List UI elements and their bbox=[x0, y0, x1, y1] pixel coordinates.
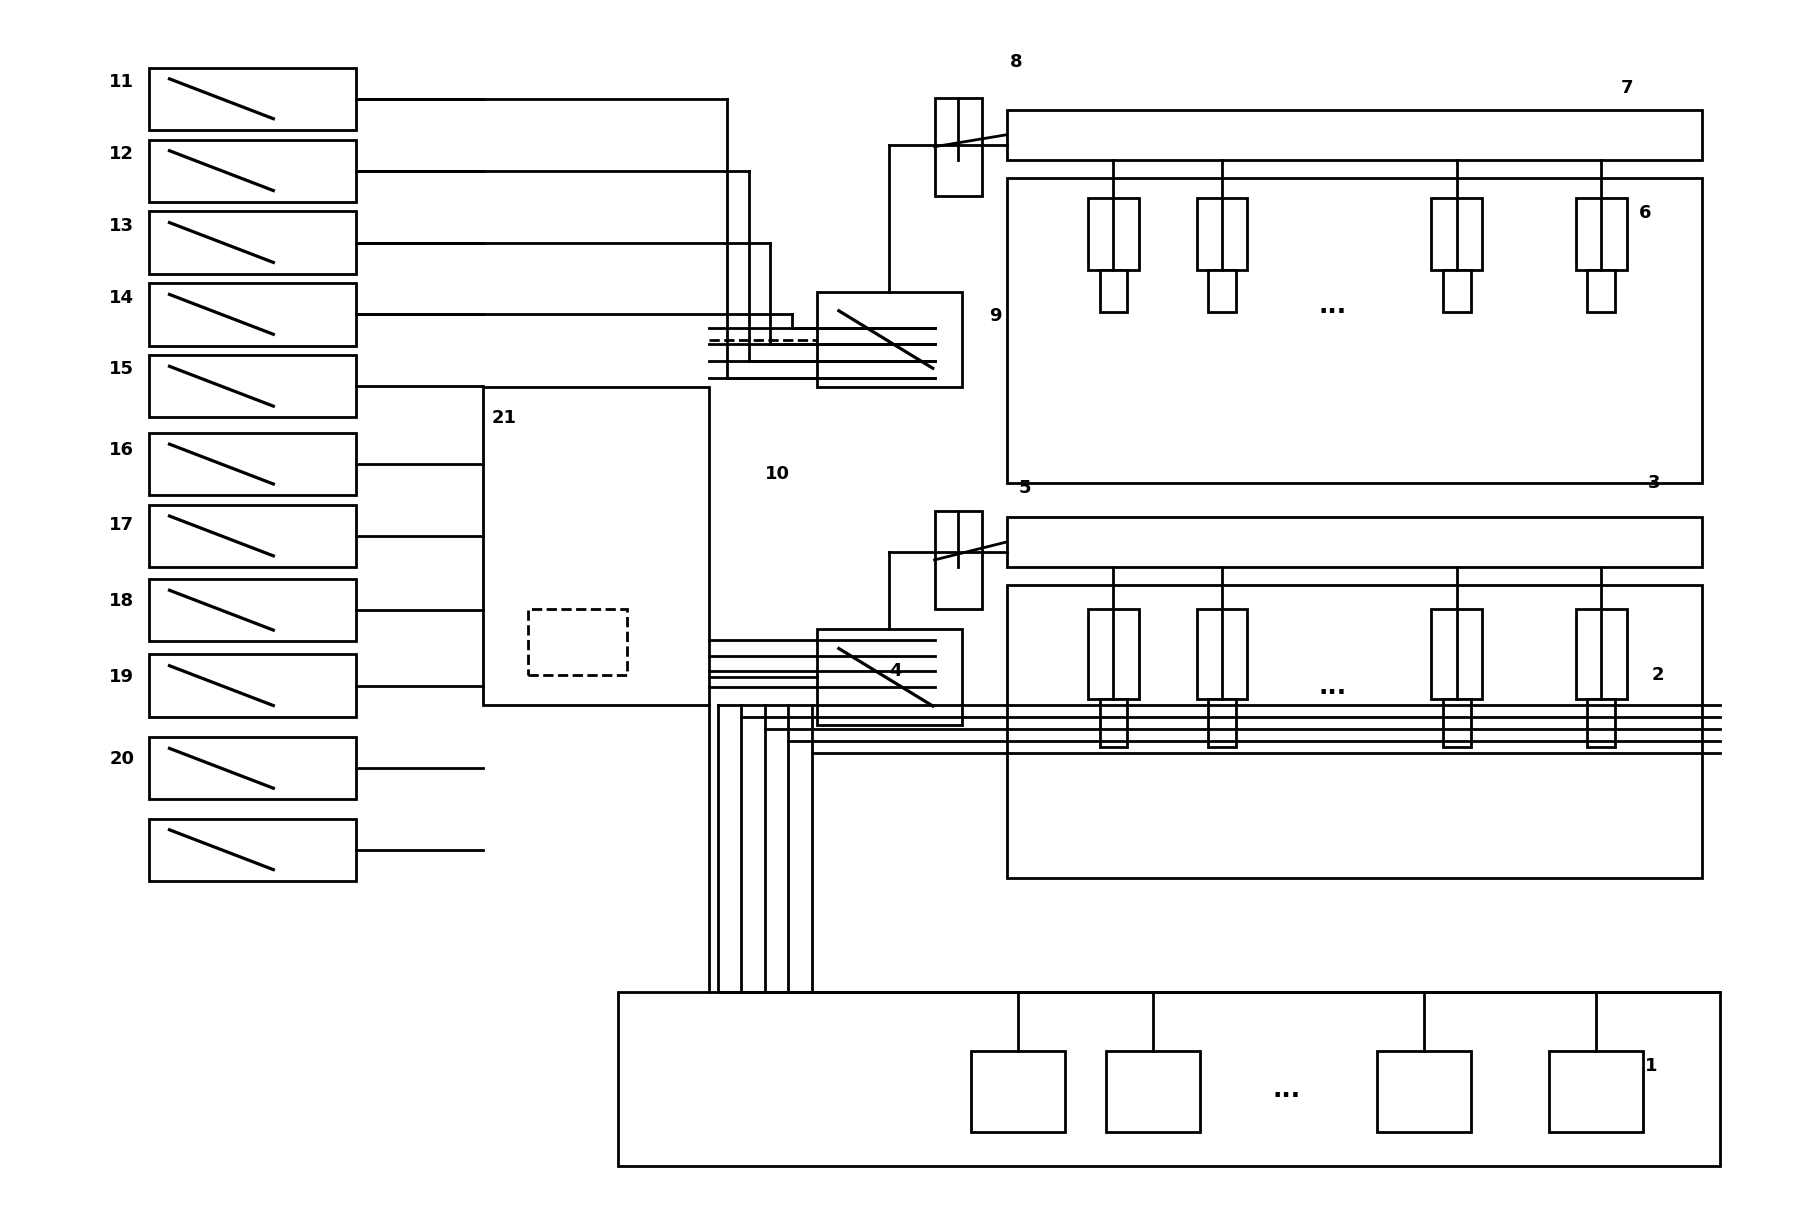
Text: 4: 4 bbox=[889, 662, 902, 680]
Bar bbox=[1587, 270, 1614, 312]
Text: 18: 18 bbox=[109, 592, 134, 609]
Bar bbox=[1442, 270, 1469, 312]
Text: 13: 13 bbox=[109, 217, 134, 235]
Text: ...: ... bbox=[1272, 1078, 1301, 1102]
Bar bbox=[149, 505, 356, 567]
Bar bbox=[1431, 198, 1482, 270]
Bar bbox=[619, 993, 1720, 1166]
Bar bbox=[149, 283, 356, 345]
Bar bbox=[1208, 270, 1235, 312]
Bar bbox=[1195, 609, 1246, 698]
Bar bbox=[1547, 1050, 1642, 1132]
Bar bbox=[1575, 609, 1625, 698]
Text: ...: ... bbox=[1317, 294, 1346, 318]
Bar bbox=[1208, 698, 1235, 747]
Bar bbox=[816, 630, 961, 725]
Bar bbox=[149, 355, 356, 417]
Bar bbox=[1431, 609, 1482, 698]
Bar bbox=[149, 819, 356, 880]
Bar bbox=[1105, 1050, 1199, 1132]
Text: 11: 11 bbox=[109, 74, 134, 90]
Text: 2: 2 bbox=[1651, 666, 1663, 684]
Text: 9: 9 bbox=[989, 306, 1001, 324]
Text: 10: 10 bbox=[766, 464, 789, 482]
Bar bbox=[149, 211, 356, 274]
Bar bbox=[1099, 270, 1126, 312]
Bar bbox=[1007, 516, 1702, 567]
Text: 5: 5 bbox=[1018, 479, 1030, 497]
Bar bbox=[149, 579, 356, 642]
Bar bbox=[1007, 110, 1702, 160]
Bar bbox=[1088, 609, 1137, 698]
Bar bbox=[1442, 698, 1469, 747]
Text: 15: 15 bbox=[109, 361, 134, 379]
Bar bbox=[1575, 198, 1625, 270]
Text: 21: 21 bbox=[492, 409, 517, 427]
Bar bbox=[149, 737, 356, 800]
Bar bbox=[1007, 177, 1702, 484]
Bar bbox=[934, 511, 981, 609]
Bar bbox=[149, 140, 356, 201]
Text: 20: 20 bbox=[109, 750, 134, 768]
Text: 6: 6 bbox=[1638, 204, 1651, 222]
Bar bbox=[970, 1050, 1065, 1132]
Bar bbox=[528, 609, 628, 675]
Bar bbox=[1007, 585, 1702, 878]
Bar bbox=[483, 387, 709, 704]
Text: 16: 16 bbox=[109, 440, 134, 458]
Bar bbox=[934, 98, 981, 195]
Bar bbox=[1377, 1050, 1471, 1132]
Text: 1: 1 bbox=[1643, 1058, 1656, 1076]
Bar bbox=[1587, 698, 1614, 747]
Text: 19: 19 bbox=[109, 668, 134, 686]
Bar bbox=[816, 292, 961, 387]
Bar bbox=[149, 433, 356, 496]
Text: 7: 7 bbox=[1620, 80, 1633, 96]
Text: 8: 8 bbox=[1009, 53, 1021, 71]
Text: 12: 12 bbox=[109, 145, 134, 163]
Bar bbox=[149, 655, 356, 716]
Text: 17: 17 bbox=[109, 516, 134, 534]
Bar bbox=[1195, 198, 1246, 270]
Text: 14: 14 bbox=[109, 288, 134, 306]
Text: 3: 3 bbox=[1647, 474, 1660, 492]
Bar bbox=[1099, 698, 1126, 747]
Bar bbox=[149, 68, 356, 130]
Text: ...: ... bbox=[1317, 675, 1346, 698]
Bar bbox=[1088, 198, 1137, 270]
